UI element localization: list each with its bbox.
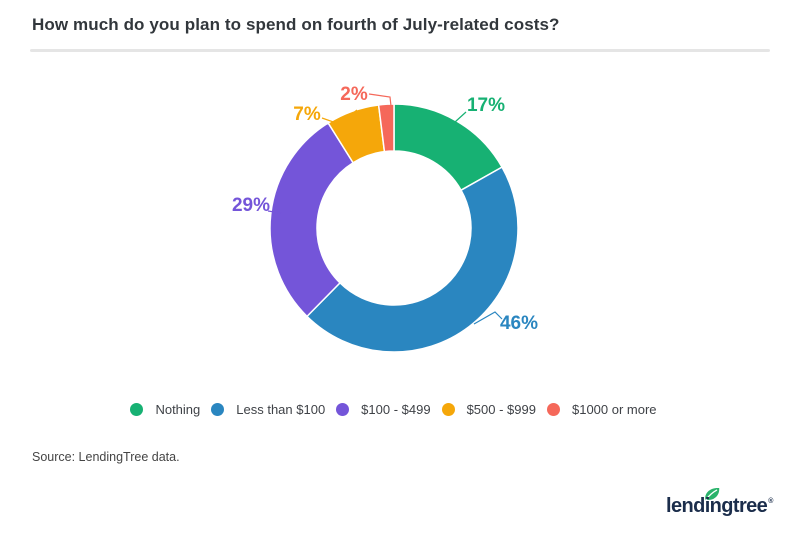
logo-text: lendingtree (666, 495, 768, 517)
leaf-icon (705, 487, 720, 500)
legend-label: $500 - $999 (466, 402, 536, 417)
legend-dot-icon (130, 403, 144, 416)
legend-label: $1000 or more (571, 402, 657, 417)
donut-slice-less-than-100[interactable] (305, 166, 519, 353)
slice-value-label-less-than-100: 46% (500, 313, 538, 334)
donut-slice-1000-or-more[interactable] (377, 103, 395, 153)
label-leader-line-100-499 (267, 210, 282, 214)
legend-label: $100 - $499 (361, 402, 431, 417)
legend-item-less-than-100[interactable]: Less than $100 (211, 402, 325, 417)
slice-value-label-1000-or-more: 2% (340, 84, 368, 105)
legend-dot-icon (211, 403, 225, 416)
legend-item-500-999[interactable]: $500 - $999 (441, 402, 536, 417)
legend-item-100-499[interactable]: $100 - $499 (336, 402, 431, 417)
registered-mark-icon: ® (768, 498, 774, 505)
source-note: Source: LendingTree data. (32, 450, 180, 464)
legend-dot-icon (441, 403, 455, 416)
label-leader-line-less-than-100 (473, 311, 503, 325)
legend-label: Nothing (155, 402, 201, 417)
legend-dot-icon (336, 403, 350, 416)
legend-item-nothing[interactable]: Nothing (130, 402, 200, 417)
title-divider (30, 49, 770, 52)
chart-legend: Nothing Less than $100 $100 - $499 $500 - $… (0, 402, 787, 417)
slice-value-label-100-499: 29% (232, 195, 270, 216)
label-leader-line-nothing (454, 111, 467, 123)
slice-value-label-nothing: 17% (467, 95, 505, 116)
label-leader-line-500-999 (321, 109, 358, 125)
legend-dot-icon (546, 403, 560, 416)
donut-chart: 17% 46% 29% 7% 2% (232, 84, 538, 353)
legend-label: Less than $100 (236, 402, 326, 417)
chart-title: How much do you plan to spend on fourth … (32, 15, 560, 34)
slice-value-label-500-999: 7% (293, 104, 321, 125)
lendingtree-logo: lendingtree® (666, 486, 791, 522)
label-leader-line-1000-or-more (368, 93, 392, 107)
donut-slice-100-499[interactable] (269, 121, 355, 318)
legend-item-1000-or-more[interactable]: $1000 or more (546, 402, 657, 417)
